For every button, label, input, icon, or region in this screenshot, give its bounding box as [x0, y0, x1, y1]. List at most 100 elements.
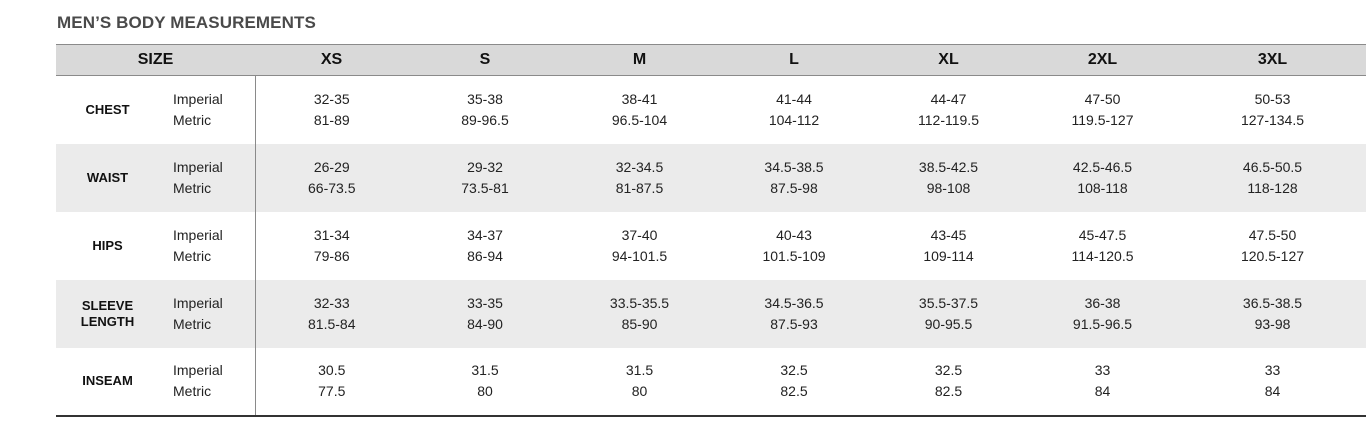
unit-metric: Metric [173, 383, 212, 399]
table-cell: 34-37 86-94 [408, 212, 562, 280]
imperial-value: 35-38 [467, 90, 503, 107]
metric-value: 96.5-104 [611, 111, 668, 128]
metric-value: 119.5-127 [1071, 111, 1134, 128]
table-cell: 31.5 80 [562, 347, 717, 417]
table-cell: 33 84 [1026, 347, 1179, 417]
metric-value: 77.5 [318, 383, 346, 399]
metric-value: 82.5 [934, 383, 963, 399]
table-row-chest: CHEST Imperial Metric 32-35 81-89 35-38 89… [56, 75, 1366, 144]
metric-value: 87.5-93 [770, 315, 818, 332]
imperial-value: 36-38 [1084, 294, 1121, 311]
unit-labels: Imperial Metric [159, 143, 256, 212]
metric-value: 79-86 [313, 247, 350, 264]
metric-value: 127-134.5 [1240, 111, 1305, 128]
metric-value: 94-101.5 [611, 247, 668, 264]
imperial-value: 35.5-37.5 [918, 294, 979, 311]
table-cell: 33.5-35.5 85-90 [562, 280, 717, 348]
table-cell: 47.5-50 120.5-127 [1179, 212, 1366, 280]
unit-labels: Imperial Metric [159, 211, 256, 280]
imperial-value: 38.5-42.5 [918, 158, 979, 175]
header-row: SIZE XS S M L XL 2XL 3XL [56, 44, 1366, 76]
table-cell: 31.5 80 [408, 347, 562, 417]
metric-value: 93-98 [1254, 315, 1291, 332]
metric-value: 109-114 [923, 247, 974, 264]
imperial-value: 31.5 [471, 362, 499, 378]
size-header-xs: XS [255, 44, 408, 76]
size-chart-table: SIZE XS S M L XL 2XL 3XL CHEST Imperial … [56, 44, 1366, 417]
table-cell: 41-44 104-112 [717, 76, 871, 144]
metric-value: 80 [477, 383, 493, 399]
table-cell: 32-33 81.5-84 [255, 280, 408, 348]
table-cell: 33 84 [1179, 347, 1366, 417]
size-header-2xl: 2XL [1026, 44, 1179, 76]
metric-value: 81-87.5 [615, 179, 664, 196]
table-cell: 32.5 82.5 [871, 347, 1026, 417]
size-header-xl: XL [871, 44, 1026, 76]
table-cell: 35.5-37.5 90-95.5 [871, 280, 1026, 348]
table-cell: 37-40 94-101.5 [562, 212, 717, 280]
unit-metric: Metric [173, 179, 212, 196]
imperial-value: 33 [1264, 362, 1281, 378]
table-cell: 36.5-38.5 93-98 [1179, 280, 1366, 348]
metric-value: 82.5 [780, 383, 808, 399]
table-cell: 40-43 101.5-109 [717, 212, 871, 280]
unit-metric: Metric [173, 111, 212, 128]
imperial-value: 47-50 [1084, 90, 1121, 107]
unit-imperial: Imperial [173, 294, 223, 311]
metric-value: 84 [1264, 383, 1281, 399]
row-label-line: LENGTH [80, 313, 135, 329]
imperial-value: 34-37 [467, 226, 503, 243]
imperial-value: 36.5-38.5 [1242, 294, 1303, 311]
imperial-value: 37-40 [621, 226, 658, 243]
row-label-line: SLEEVE [81, 297, 134, 313]
metric-value: 120.5-127 [1240, 247, 1305, 264]
table-cell: 38.5-42.5 98-108 [871, 144, 1026, 212]
imperial-value: 40-43 [776, 226, 812, 243]
imperial-value: 32.5 [780, 362, 808, 378]
imperial-value: 41-44 [776, 90, 812, 107]
unit-imperial: Imperial [173, 158, 223, 175]
imperial-value: 42.5-46.5 [1072, 158, 1133, 175]
metric-value: 108-118 [1077, 179, 1128, 196]
table-cell: 46.5-50.5 118-128 [1179, 144, 1366, 212]
unit-labels: Imperial Metric [159, 75, 256, 144]
imperial-value: 44-47 [930, 90, 967, 107]
imperial-value: 29-32 [467, 158, 503, 175]
table-cell: 33-35 84-90 [408, 280, 562, 348]
row-label-hips: HIPS [92, 237, 123, 253]
metric-value: 104-112 [768, 111, 820, 128]
metric-value: 91.5-96.5 [1072, 315, 1133, 332]
imperial-value: 47.5-50 [1248, 226, 1297, 243]
imperial-value: 32.5 [934, 362, 963, 378]
unit-metric: Metric [173, 315, 212, 332]
table-cell: 47-50 119.5-127 [1026, 76, 1179, 144]
imperial-value: 45-47.5 [1078, 226, 1127, 243]
row-label-sleeve-length: SLEEVE LENGTH [56, 280, 159, 348]
size-header: SIZE [56, 44, 255, 76]
table-cell: 34.5-36.5 87.5-93 [717, 280, 871, 348]
imperial-value: 38-41 [621, 90, 658, 107]
metric-value: 66-73.5 [308, 179, 356, 196]
metric-value: 118-128 [1247, 179, 1298, 196]
metric-value: 101.5-109 [762, 247, 826, 264]
metric-value: 98-108 [926, 179, 971, 196]
metric-value: 84 [1094, 383, 1111, 399]
metric-value: 89-96.5 [461, 111, 509, 128]
metric-value: 87.5-98 [770, 179, 818, 196]
metric-value: 80 [631, 383, 648, 399]
metric-value: 73.5-81 [461, 179, 509, 196]
imperial-value: 33 [1094, 362, 1111, 378]
size-header-l: L [717, 44, 871, 76]
table-cell: 38-41 96.5-104 [562, 76, 717, 144]
row-label-inseam: INSEAM [56, 347, 159, 417]
table-cell: 44-47 112-119.5 [871, 76, 1026, 144]
metric-value: 84-90 [467, 315, 503, 332]
metric-value: 81-89 [313, 111, 350, 128]
size-header-s: S [408, 44, 562, 76]
unit-imperial: Imperial [173, 226, 223, 243]
imperial-value: 26-29 [313, 158, 350, 175]
unit-labels: Imperial Metric [159, 347, 256, 417]
metric-value: 85-90 [621, 315, 658, 332]
imperial-value: 32-33 [313, 294, 350, 311]
table-row-inseam: INSEAM Imperial Metric 30.5 77.5 31.5 80 3… [56, 347, 1366, 417]
